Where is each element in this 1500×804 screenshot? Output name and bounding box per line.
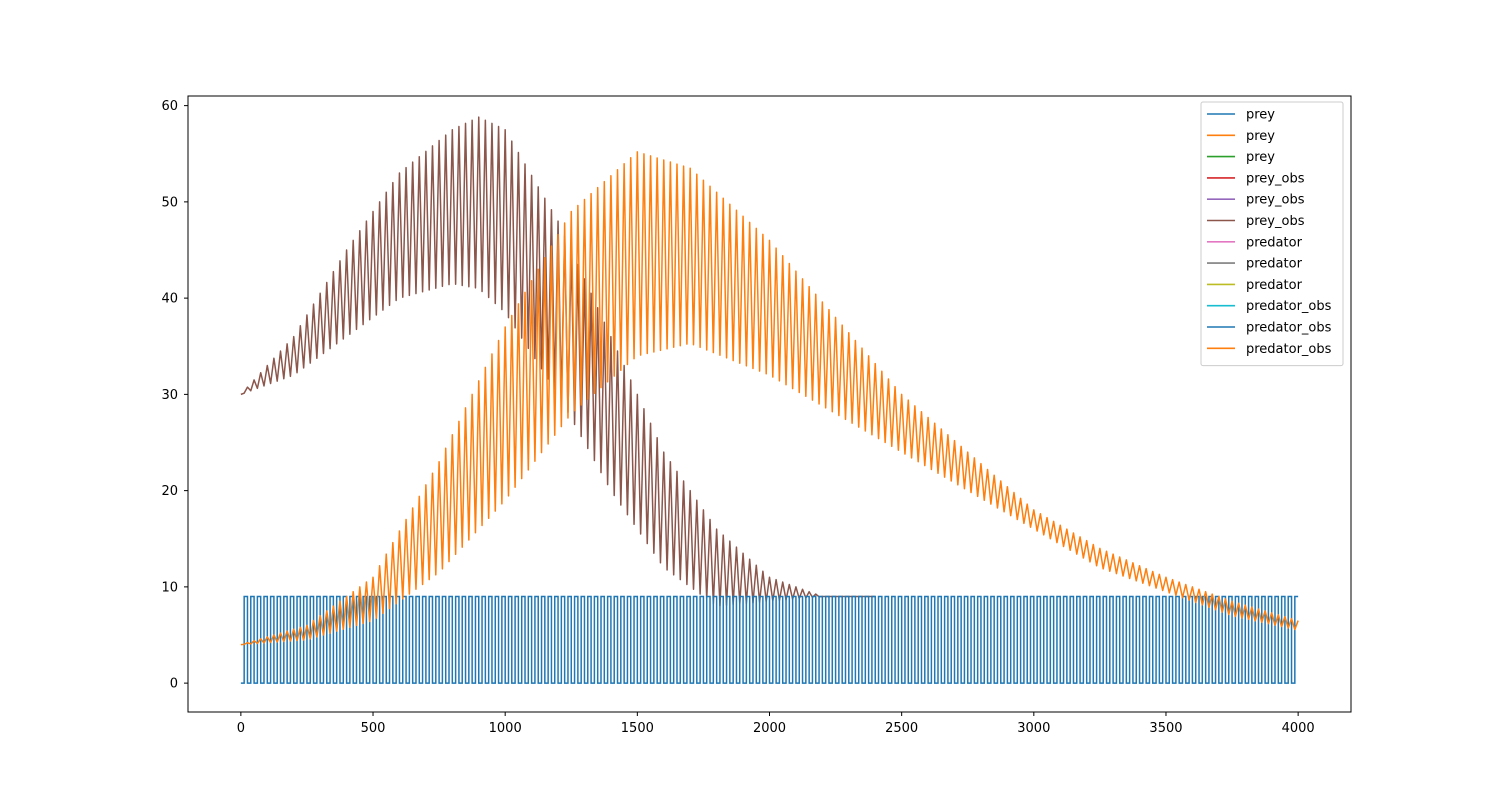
legend-label: prey_obs: [1246, 193, 1305, 208]
legend-entry: prey_obs: [1207, 214, 1305, 229]
series-line-predator-obs-12: [240, 151, 1299, 646]
y-tick-label: 10: [161, 580, 178, 595]
legend-label: predator: [1246, 278, 1303, 293]
legend-label: predator_obs: [1246, 299, 1332, 314]
legend-label: predator: [1246, 257, 1303, 272]
x-tick-label: 2000: [753, 721, 786, 736]
legend-entry: predator_obs: [1207, 299, 1332, 314]
legend-label: prey: [1246, 129, 1275, 144]
y-tick-label: 40: [161, 292, 178, 307]
x-tick-label: 1000: [489, 721, 522, 736]
series-line-predator-obs-11: [240, 595, 1299, 684]
y-tick-label: 20: [161, 484, 178, 499]
y-tick-label: 50: [161, 195, 178, 210]
x-axis: 0 500 1000 1500 2000 2500 3000 3500 4000: [237, 712, 1315, 736]
legend-label: prey: [1246, 108, 1275, 123]
legend-label: predator_obs: [1246, 342, 1332, 357]
series-line-prey-obs-6: [240, 116, 876, 607]
y-tick-label: 30: [161, 388, 178, 403]
x-tick-label: 500: [361, 721, 386, 736]
legend: prey prey prey prey_obs prey_obs prey_obspred…: [1200, 101, 1344, 367]
legend-entry: prey_obs: [1207, 171, 1305, 186]
x-tick-label: 4000: [1282, 721, 1315, 736]
legend-entry: prey: [1207, 150, 1275, 165]
legend-entry: prey: [1207, 129, 1275, 144]
x-tick-label: 3500: [1149, 721, 1182, 736]
legend-entry: predator: [1207, 257, 1303, 272]
legend-label: prey_obs: [1246, 214, 1305, 229]
x-tick-label: 2500: [885, 721, 918, 736]
legend-label: predator: [1246, 235, 1303, 250]
data-layer: [240, 116, 1299, 684]
legend-entry: prey_obs: [1207, 193, 1305, 208]
legend-label: prey_obs: [1246, 171, 1305, 186]
legend-label: predator_obs: [1246, 321, 1332, 336]
legend-entry: predator: [1207, 235, 1303, 250]
x-tick-label: 0: [237, 721, 245, 736]
legend-entry: predator_obs: [1207, 321, 1332, 336]
y-tick-label: 60: [161, 99, 178, 114]
y-tick-label: 0: [170, 677, 178, 692]
legend-entry: predator: [1207, 278, 1303, 293]
x-tick-label: 3000: [1017, 721, 1050, 736]
legend-entry: prey: [1207, 108, 1275, 123]
legend-entry: predator_obs: [1207, 342, 1332, 357]
legend-label: prey: [1246, 150, 1275, 165]
y-axis: 0 10 20 30 40 50 60: [161, 99, 188, 692]
legend-box: [1200, 101, 1344, 367]
x-tick-label: 1500: [621, 721, 654, 736]
